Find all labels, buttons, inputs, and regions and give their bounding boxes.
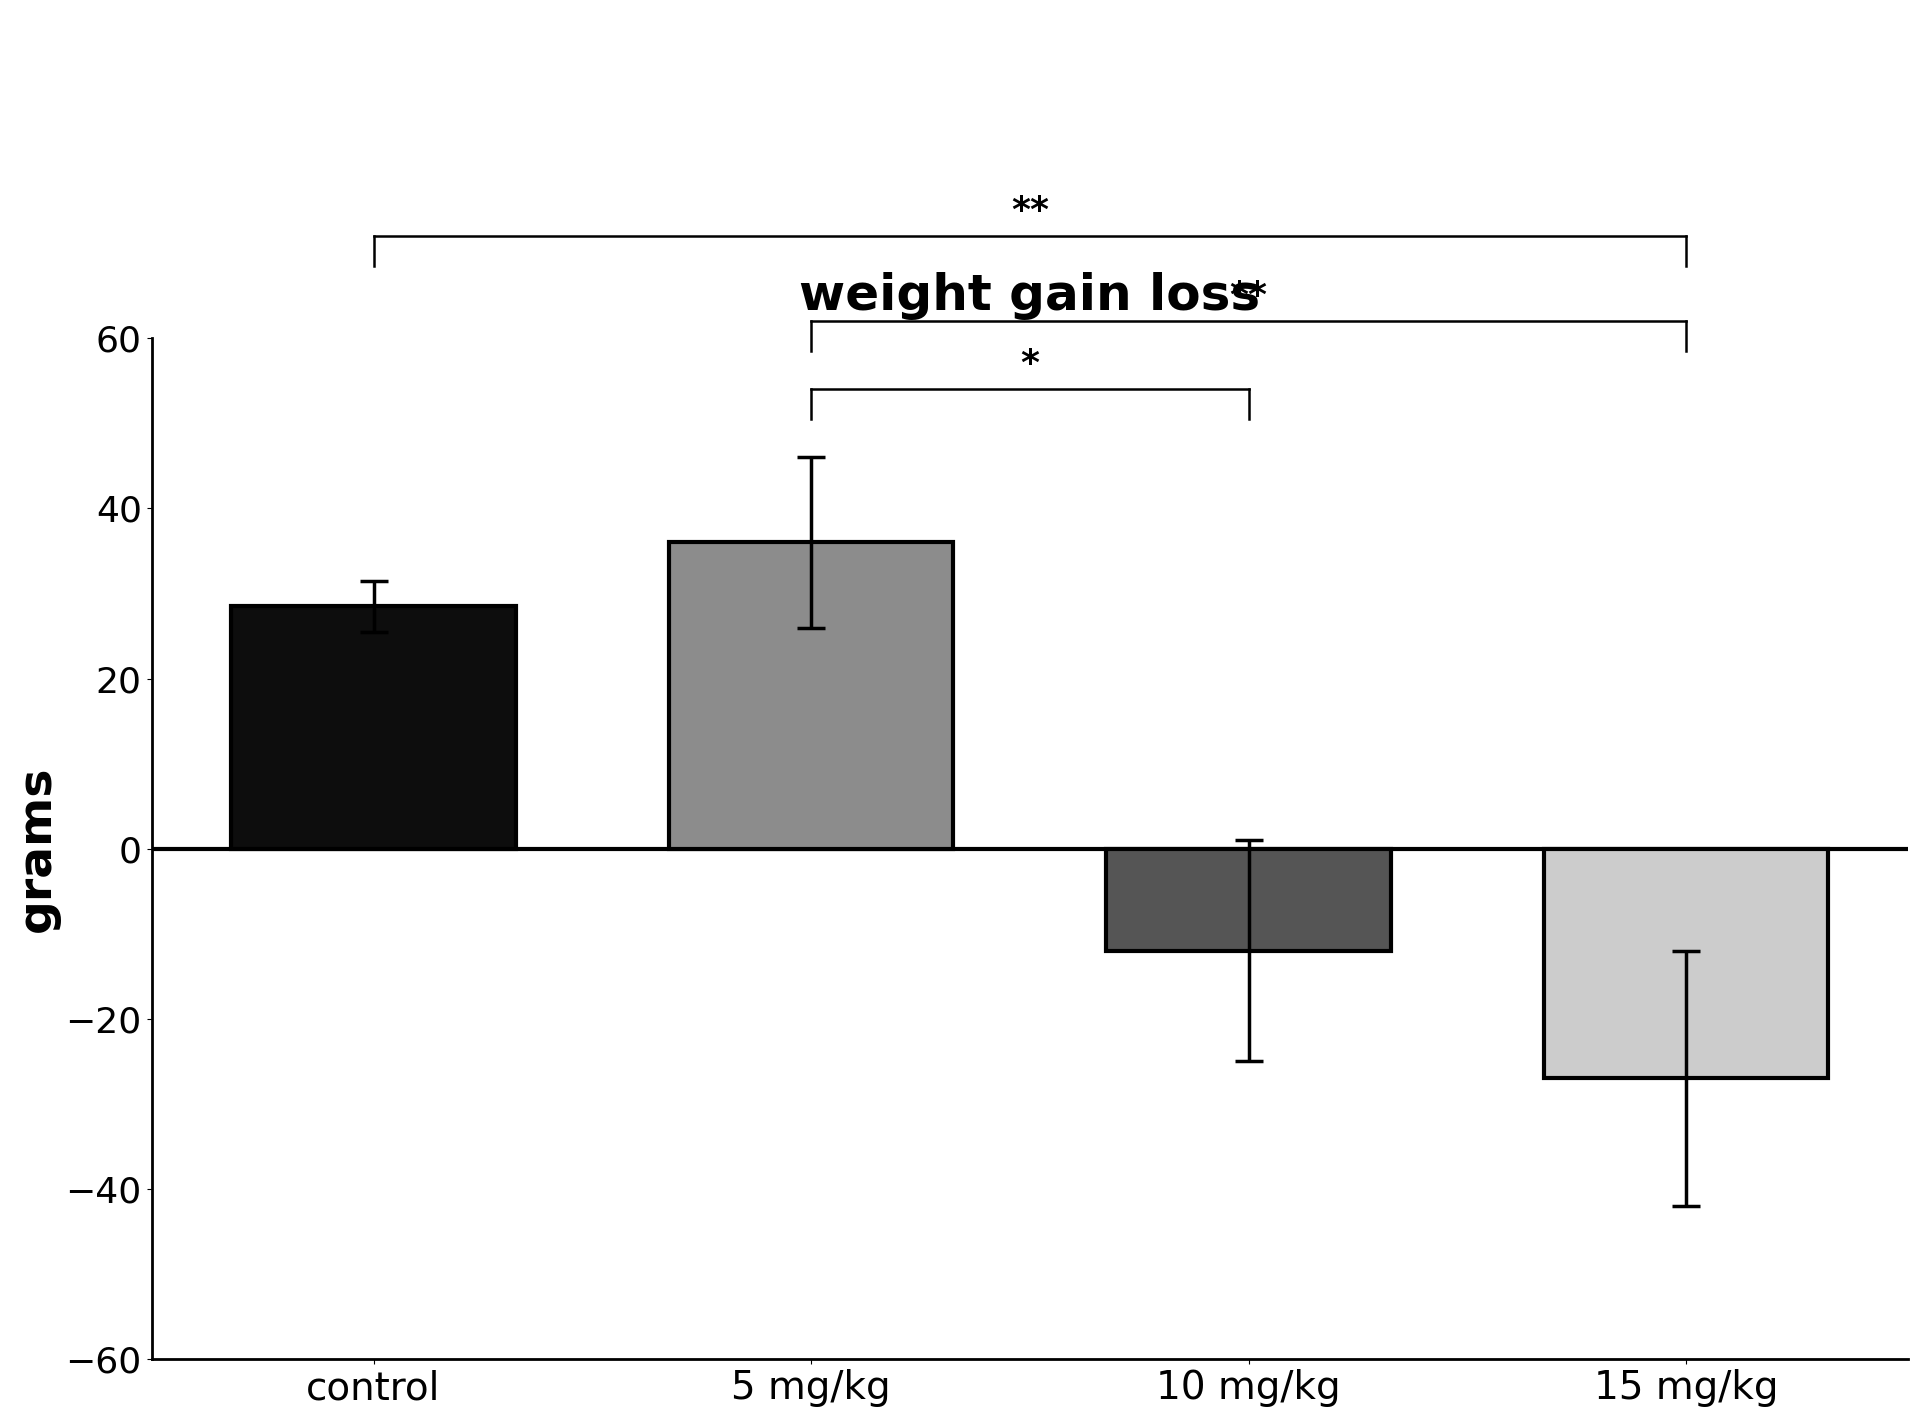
Bar <box>231 606 515 849</box>
Bar <box>1106 849 1390 951</box>
Y-axis label: grams: grams <box>15 765 60 931</box>
Bar <box>1544 849 1829 1078</box>
Text: **: ** <box>1011 193 1048 228</box>
Text: **: ** <box>1229 279 1267 313</box>
Title: weight gain loss: weight gain loss <box>800 273 1260 320</box>
Text: *: * <box>1021 347 1038 381</box>
Bar <box>669 542 954 849</box>
